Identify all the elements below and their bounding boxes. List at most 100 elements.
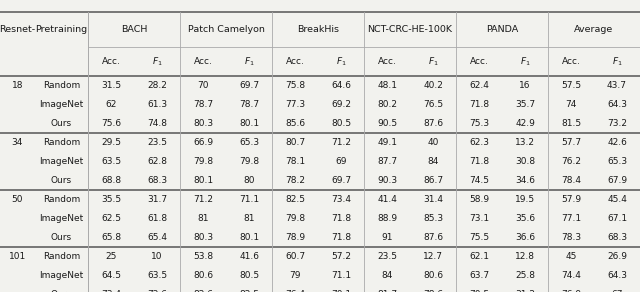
Text: Acc.: Acc. [285,57,305,66]
Text: 23.5: 23.5 [147,138,167,147]
Text: Resnet-: Resnet- [0,25,35,34]
Text: 12.8: 12.8 [515,252,535,261]
Text: 81: 81 [243,214,255,223]
Text: 65.3: 65.3 [607,157,627,166]
Text: 66.9: 66.9 [193,138,213,147]
Text: 78.9: 78.9 [285,233,305,242]
Text: 75.3: 75.3 [469,119,489,128]
Text: Ours: Ours [51,119,72,128]
Text: 45: 45 [565,252,577,261]
Text: 87.6: 87.6 [423,233,443,242]
Text: $F_1$: $F_1$ [244,55,255,67]
Text: 80.6: 80.6 [193,271,213,280]
Text: 80.5: 80.5 [239,271,259,280]
Text: 31.4: 31.4 [423,195,443,204]
Text: 84: 84 [381,271,393,280]
Text: ImageNet: ImageNet [39,100,84,109]
Text: 69.7: 69.7 [239,81,259,90]
Text: 90.3: 90.3 [377,176,397,185]
Text: 82.5: 82.5 [239,290,259,292]
Text: 73.4: 73.4 [331,195,351,204]
Text: ImageNet: ImageNet [39,271,84,280]
Text: 76.2: 76.2 [561,157,581,166]
Text: 42.9: 42.9 [515,119,535,128]
Text: 67.1: 67.1 [607,214,627,223]
Text: 63.7: 63.7 [469,271,489,280]
Text: Ours: Ours [51,290,72,292]
Text: 25.8: 25.8 [515,271,535,280]
Text: 69: 69 [335,157,347,166]
Text: 84: 84 [428,157,439,166]
Text: Ours: Ours [51,176,72,185]
Text: 67: 67 [611,290,623,292]
Text: 81: 81 [197,214,209,223]
Text: 23.5: 23.5 [377,252,397,261]
Text: 78.6: 78.6 [423,290,443,292]
Text: 64.3: 64.3 [607,100,627,109]
Text: ImageNet: ImageNet [39,214,84,223]
Text: 16: 16 [519,81,531,90]
Text: 61.3: 61.3 [147,100,167,109]
Text: 78.7: 78.7 [193,100,213,109]
Text: 79.8: 79.8 [193,157,213,166]
Text: BreakHis: BreakHis [297,25,339,34]
Text: 71.2: 71.2 [193,195,213,204]
Text: 65.4: 65.4 [147,233,167,242]
Text: 71.8: 71.8 [469,100,489,109]
Text: 101: 101 [9,252,26,261]
Text: 69.2: 69.2 [331,100,351,109]
Text: Random: Random [43,252,80,261]
Text: 76.4: 76.4 [285,290,305,292]
Text: 35.7: 35.7 [515,100,535,109]
Text: 40.2: 40.2 [423,81,443,90]
Text: 80.1: 80.1 [239,233,259,242]
Text: 58.9: 58.9 [469,195,489,204]
Text: 18: 18 [12,81,23,90]
Text: Acc.: Acc. [102,57,120,66]
Text: 35.6: 35.6 [515,214,535,223]
Text: $F_1$: $F_1$ [336,55,346,67]
Text: 91: 91 [381,233,393,242]
Text: 34.6: 34.6 [515,176,535,185]
Text: 74.5: 74.5 [469,176,489,185]
Text: ImageNet: ImageNet [39,157,84,166]
Text: 76.9: 76.9 [561,290,581,292]
Text: 81.5: 81.5 [561,119,581,128]
Text: $F_1$: $F_1$ [612,55,622,67]
Text: 57.2: 57.2 [331,252,351,261]
Text: 80.1: 80.1 [239,119,259,128]
Text: 40: 40 [428,138,439,147]
Text: 30.8: 30.8 [515,157,535,166]
Text: 50: 50 [12,195,23,204]
Text: 72.6: 72.6 [147,290,167,292]
Text: 62.3: 62.3 [469,138,489,147]
Text: 80.2: 80.2 [377,100,397,109]
Text: 73.4: 73.4 [101,290,121,292]
Text: 64.6: 64.6 [331,81,351,90]
Text: 62.5: 62.5 [101,214,121,223]
Text: 71.1: 71.1 [331,271,351,280]
Text: $F_1$: $F_1$ [152,55,163,67]
Text: Pretraining: Pretraining [35,25,88,34]
Text: 25: 25 [106,252,117,261]
Text: 35.5: 35.5 [101,195,121,204]
Text: 86.7: 86.7 [423,176,443,185]
Text: 85.6: 85.6 [285,119,305,128]
Text: 87.7: 87.7 [377,157,397,166]
Text: 71.2: 71.2 [331,138,351,147]
Text: 71.8: 71.8 [331,214,351,223]
Text: 74.8: 74.8 [147,119,167,128]
Text: 80.3: 80.3 [193,119,213,128]
Text: 26.9: 26.9 [607,252,627,261]
Text: 62.4: 62.4 [469,81,489,90]
Text: 31.2: 31.2 [515,290,535,292]
Text: 13.2: 13.2 [515,138,535,147]
Text: 74.4: 74.4 [561,271,581,280]
Text: 62.8: 62.8 [147,157,167,166]
Text: 80.7: 80.7 [285,138,305,147]
Text: 61.8: 61.8 [147,214,167,223]
Text: 63.5: 63.5 [101,157,121,166]
Text: 78.3: 78.3 [561,233,581,242]
Text: 19.5: 19.5 [515,195,535,204]
Text: 75.5: 75.5 [469,233,489,242]
